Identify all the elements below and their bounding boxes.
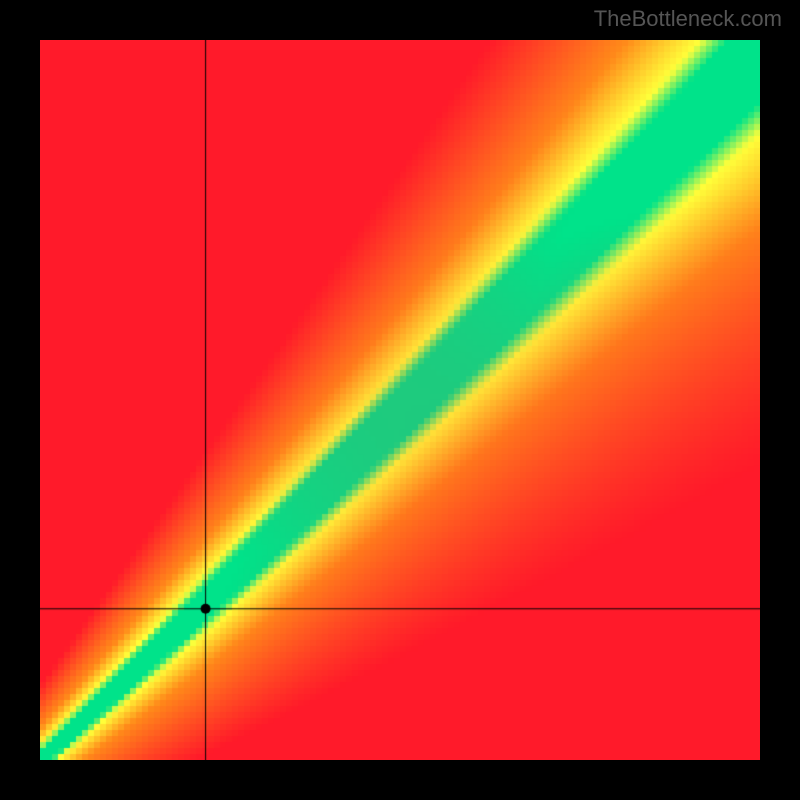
heatmap-canvas xyxy=(40,40,760,760)
heatmap-plot xyxy=(40,40,760,760)
watermark-text: TheBottleneck.com xyxy=(594,6,782,32)
chart-container: TheBottleneck.com xyxy=(0,0,800,800)
